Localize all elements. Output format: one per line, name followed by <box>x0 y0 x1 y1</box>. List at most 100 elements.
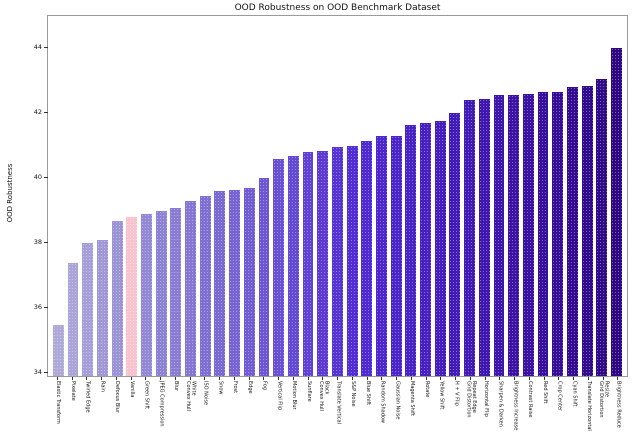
x-tick-label: Translate Vertical <box>335 381 342 425</box>
bar-vanilla <box>126 217 138 376</box>
bar-rain <box>96 240 108 376</box>
x-label-slot: Yellow Shift <box>434 381 449 433</box>
bar-slot <box>330 16 345 376</box>
x-tick-slot <box>212 377 227 380</box>
x-label-slot: Twirled Edge <box>80 381 95 433</box>
x-tick-label: Random Shadow <box>379 381 386 424</box>
x-label-slot: Vanilla <box>124 381 139 433</box>
bar-slot <box>301 16 316 376</box>
x-tick-slot <box>404 377 419 380</box>
x-label-slot: Convex Hull White <box>183 381 198 433</box>
x-tick-slot <box>168 377 183 380</box>
x-tick-slot <box>360 377 375 380</box>
bar-slot <box>169 16 184 376</box>
x-tick-label: Blur <box>173 381 180 392</box>
bar-brightness-reduce <box>611 48 622 376</box>
x-tick-slot <box>375 377 390 380</box>
x-tick-slot <box>257 377 272 380</box>
x-tick <box>263 377 265 380</box>
x-tick <box>248 377 250 380</box>
x-tick-label: Sharpen & Darken <box>497 381 504 427</box>
bar-slot <box>242 16 257 376</box>
bar-slot <box>271 16 286 376</box>
bar-slot <box>66 16 81 376</box>
x-tick <box>101 377 103 380</box>
x-label-slot: Contrast Raise <box>522 381 537 433</box>
bar-vertical-flip <box>273 158 285 376</box>
x-tick <box>307 377 309 380</box>
x-tick <box>558 377 560 380</box>
x-axis-labels: Elastic Transform Pixelate Twirled Edge Rai… <box>48 381 627 433</box>
x-label-slot: ISO Noise <box>198 381 213 433</box>
x-tick-slot <box>537 377 552 380</box>
bar-cyan-shift <box>566 87 578 376</box>
x-tick-label: Edge <box>246 381 253 394</box>
x-tick <box>440 377 442 380</box>
bar-slot <box>213 16 228 376</box>
bar-grid-distortion-repeat-edge <box>464 100 476 376</box>
x-label-slot: Brightness Reduce <box>611 381 626 433</box>
y-tick-label: 44 <box>33 43 42 51</box>
x-label-slot: Random Shadow <box>375 381 390 433</box>
x-label-slot: S&P Noise <box>345 381 360 433</box>
x-tick <box>115 377 117 380</box>
x-label-slot: Vertical Flip <box>271 381 286 433</box>
x-tick <box>396 377 398 380</box>
bar-red-shift <box>537 92 549 376</box>
x-tick-slot <box>139 377 154 380</box>
x-tick <box>337 377 339 380</box>
x-label-slot: Defocus Blur <box>109 381 124 433</box>
bar-convex-hull-white <box>185 201 196 376</box>
bar-slot <box>227 16 242 376</box>
x-tick-slot <box>389 377 404 380</box>
x-label-slot: Frost <box>227 381 242 433</box>
bar-slot <box>110 16 125 376</box>
x-tick <box>381 377 383 380</box>
x-label-slot: Fog <box>257 381 272 433</box>
y-tick-label: 38 <box>33 238 42 246</box>
x-tick-slot <box>448 377 463 380</box>
bar-slot <box>286 16 301 376</box>
x-tick-slot <box>198 377 213 380</box>
x-tick-label: Translate Horizontal <box>586 381 593 431</box>
x-tick <box>484 377 486 380</box>
x-tick-label: Pixelate <box>69 381 76 401</box>
x-tick-label: S&P Noise <box>350 381 357 407</box>
bar-slot <box>139 16 154 376</box>
x-tick-slot <box>109 377 124 380</box>
x-tick-slot <box>493 377 508 380</box>
x-tick <box>56 377 58 380</box>
x-tick <box>86 377 88 380</box>
x-label-slot: Blur <box>168 381 183 433</box>
x-label-slot: Gaussian Noise <box>389 381 404 433</box>
x-tick <box>543 377 545 380</box>
x-tick-label: Gaussian Noise <box>394 381 401 420</box>
x-tick-slot <box>50 377 65 380</box>
x-tick <box>160 377 162 380</box>
y-tick-label: 40 <box>33 173 42 181</box>
bar-slot <box>95 16 110 376</box>
x-label-slot: Edge <box>242 381 257 433</box>
bar-slot <box>80 16 95 376</box>
x-tick-label: H + V Flip <box>453 381 460 406</box>
bar-pixelate <box>67 262 79 376</box>
x-label-slot: Convex Hull Black <box>316 381 331 433</box>
bar-slot <box>124 16 139 376</box>
x-tick-slot <box>419 377 434 380</box>
y-tick <box>44 307 48 308</box>
x-tick-slot <box>566 377 581 380</box>
bar-sharpen-&-darken <box>493 95 505 376</box>
x-axis-ticks <box>48 377 627 380</box>
x-label-slot: Pixelate <box>65 381 80 433</box>
x-tick <box>292 377 294 380</box>
x-tick-label: Green Shift <box>143 381 150 410</box>
bar-h-+-v-flip <box>449 113 461 376</box>
x-tick <box>602 377 604 380</box>
bar-slot <box>492 16 507 376</box>
x-tick-slot <box>463 377 478 380</box>
bar-blur <box>170 207 182 376</box>
x-tick-slot <box>124 377 139 380</box>
bar-edge <box>243 188 255 376</box>
bar-convex-hull-black <box>317 150 329 376</box>
